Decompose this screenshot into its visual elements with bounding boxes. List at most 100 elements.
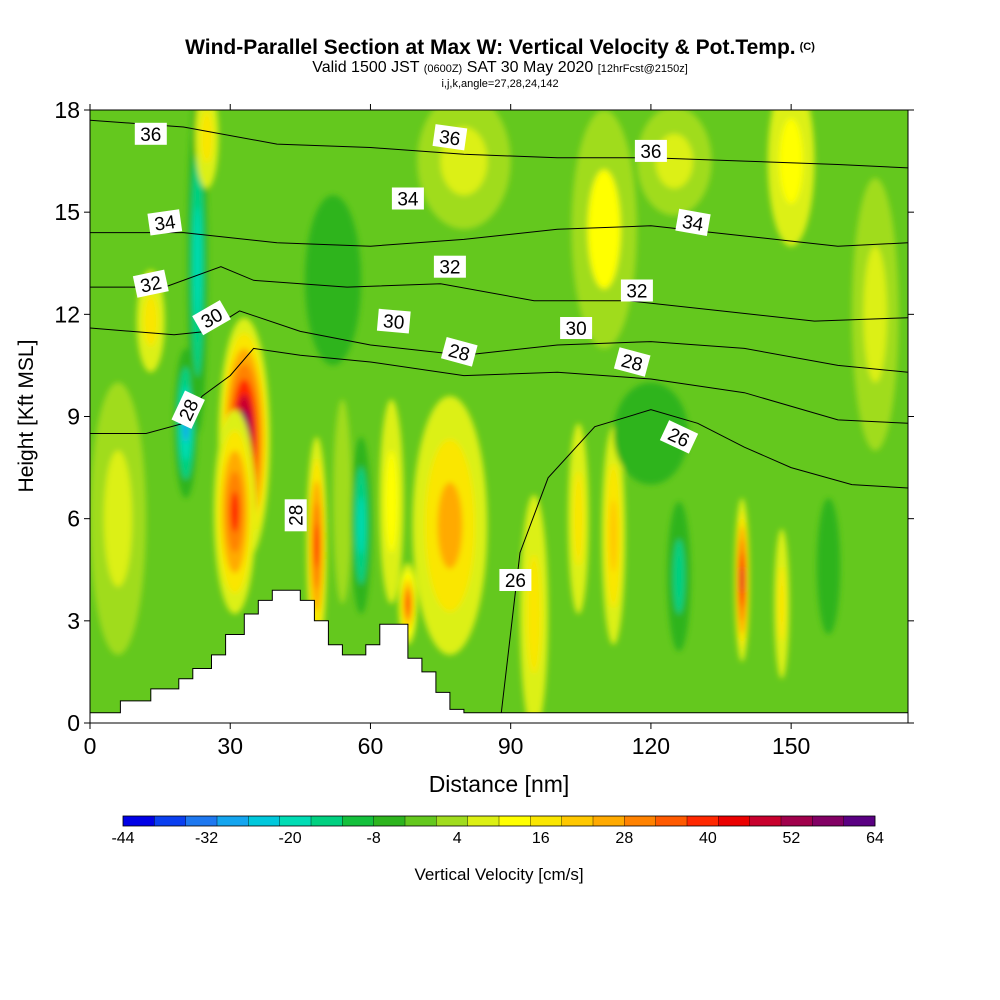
colorbar-swatch: [561, 816, 594, 826]
velocity-cell: [863, 246, 887, 383]
colorbar-tick-label: -20: [279, 830, 302, 847]
colorbar-swatch: [718, 816, 750, 826]
contour-label: 34: [147, 209, 183, 236]
colorbar-swatch: [624, 816, 656, 826]
subtitle-valid: Valid 1500 JST: [312, 59, 420, 76]
contour-label: 34: [391, 187, 424, 211]
colorbar-tick-label: 52: [783, 830, 801, 847]
contour-label: 26: [499, 569, 532, 592]
colorbar-swatch: [405, 816, 437, 826]
x-tick-label: 150: [772, 733, 810, 759]
colorbar-swatch: [279, 816, 312, 826]
colorbar-swatch: [248, 816, 280, 826]
contour-label-text: 26: [505, 571, 526, 592]
colorbar-tick-label: 16: [532, 830, 550, 847]
chart-grid-info: i,j,k,angle=27,28,24,142: [441, 78, 559, 90]
contour-label-text: 30: [566, 319, 587, 340]
x-axis: 0 30 60 90 120 150: [84, 104, 810, 759]
subtitle-date: SAT 30 May 2020: [466, 59, 594, 76]
y-tick-label: 15: [54, 199, 80, 225]
chart-title: Wind-Parallel Section at Max W: Vertical…: [0, 36, 1000, 59]
contour-label: 36: [432, 124, 468, 151]
velocity-cell: [319, 237, 348, 323]
contour-label: 32: [132, 269, 169, 298]
velocity-cell: [822, 532, 835, 601]
velocity-cell: [314, 524, 319, 568]
contour-label-box: [499, 569, 532, 591]
contour-label-text: 30: [382, 311, 405, 334]
colorbar-swatch: [311, 816, 343, 826]
theta-contour-34: [90, 225, 908, 247]
colorbar-swatch: [123, 816, 155, 826]
velocity-cell: [587, 169, 621, 289]
contour-label-box: [132, 269, 169, 298]
colorbar-swatch: [373, 816, 406, 826]
contour-label-text: 36: [438, 127, 462, 151]
colorbar-swatch: [154, 816, 186, 826]
x-tick-label: 60: [358, 733, 384, 759]
velocity-cell: [779, 118, 803, 204]
colorbar-swatch: [436, 816, 468, 826]
contour-label-box: [147, 209, 183, 236]
contour-label: 30: [376, 308, 411, 334]
colorbar-tick-label: -32: [195, 830, 218, 847]
contour-label-text: 36: [640, 142, 661, 163]
title-text: Wind-Parallel Section at Max W: Vertical…: [185, 36, 796, 59]
colorbar-tick-label: 4: [453, 830, 462, 847]
contour-label-box: [433, 255, 466, 278]
x-axis-label: Distance [nm]: [429, 771, 570, 797]
contour-label-box: [659, 420, 699, 454]
contour-label-box: [440, 337, 478, 367]
contour-label-text: 32: [139, 273, 164, 298]
chart-subtitle: Valid 1500 JST (0600Z) SAT 30 May 2020 […: [0, 59, 1000, 78]
velocity-cell: [740, 566, 744, 594]
contour-label-box: [620, 279, 653, 302]
colorbar-swatch: [687, 816, 719, 826]
velocity-cell: [201, 111, 213, 163]
y-tick-label: 3: [67, 608, 80, 634]
y-tick-label: 6: [67, 506, 80, 532]
contour-label-text: 34: [397, 190, 419, 211]
contour-label-text: 34: [681, 212, 706, 236]
velocity-cell: [632, 407, 670, 460]
contour-label-box: [613, 347, 651, 377]
y-tick-label: 9: [67, 404, 80, 430]
velocity-cell: [609, 499, 618, 573]
terrain: [90, 589, 908, 723]
colorbar-tick-label: 64: [866, 830, 884, 847]
velocity-cell: [104, 450, 133, 587]
chart-title-block: Wind-Parallel Section at Max W: Vertical…: [0, 36, 1000, 90]
contour-label: 28: [613, 347, 651, 377]
x-tick-label: 30: [217, 733, 243, 759]
colorbar-swatch: [843, 816, 876, 826]
y-tick-label: 18: [54, 97, 80, 123]
contour-label-box: [391, 187, 424, 210]
contour-label-box: [560, 317, 593, 339]
contour-label-box: [171, 390, 205, 429]
colorbar-swatch: [342, 816, 374, 826]
velocity-cell: [673, 539, 685, 615]
colorbar: -44 -32 -20 -8 4 16 28 40 52 64: [111, 815, 884, 847]
colorbar-swatch: [655, 816, 688, 826]
velocity-cell: [143, 295, 158, 347]
contour-label-box: [432, 124, 468, 151]
contour-label: 32: [620, 279, 653, 303]
theta-contour-26: [500, 409, 908, 713]
colorbar-swatch: [812, 816, 844, 826]
contour-label-text: 32: [439, 258, 460, 279]
x-tick-label: 120: [632, 733, 670, 759]
contour-label-box: [634, 139, 667, 162]
contour-label: 28: [440, 337, 478, 367]
colorbar-label: Vertical Velocity [cm/s]: [414, 865, 583, 884]
colorbar-tick-label: -8: [367, 830, 381, 847]
velocity-cell: [230, 491, 240, 533]
colorbar-tick-label: -44: [111, 830, 134, 847]
theta-contour-36: [90, 119, 908, 169]
contour-label-text: 36: [140, 125, 161, 146]
velocity-field: [90, 110, 908, 723]
y-axis-label: Height [Kft MSL]: [15, 340, 38, 493]
